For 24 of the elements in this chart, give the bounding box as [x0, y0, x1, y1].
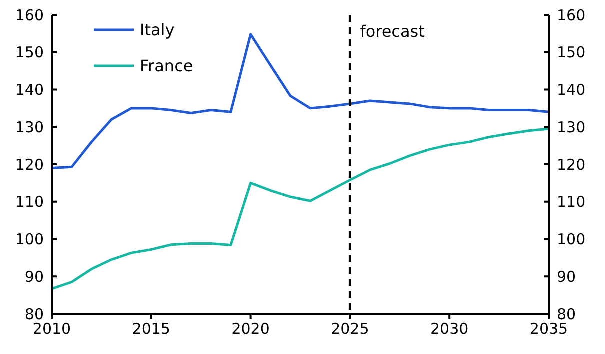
x-tick-label: 2030 — [430, 320, 469, 338]
y-tick-label: 120 — [15, 156, 44, 174]
ref-line-label: forecast — [360, 22, 425, 41]
y2-tick-label: 110 — [557, 193, 586, 212]
y2-tick-label: 100 — [557, 230, 586, 248]
y-tick-label: 160 — [15, 6, 44, 24]
y-tick-label: 150 — [15, 44, 44, 62]
y2-tick-label: 150 — [557, 44, 586, 62]
y-tick-label: 90 — [24, 268, 44, 286]
y-tick-label: 110 — [15, 193, 44, 212]
x-tick-label: 2025 — [331, 320, 370, 338]
y2-tick-label: 120 — [557, 156, 586, 174]
y2-tick-label: 160 — [557, 6, 586, 24]
y-tick-label: 140 — [15, 81, 44, 99]
y2-tick-label: 90 — [557, 268, 576, 286]
y-tick-label: 130 — [15, 118, 44, 136]
line-series — [50, 128, 550, 290]
x-tick-label: 2015 — [132, 320, 170, 338]
y2-tick-label: 140 — [557, 81, 586, 99]
y-tick-label: 100 — [15, 230, 44, 248]
x-tick-label: 2020 — [232, 320, 270, 338]
legend-label: France — [140, 56, 194, 76]
y2-tick-label: 130 — [557, 118, 586, 136]
legend-label: Italy — [140, 20, 175, 40]
